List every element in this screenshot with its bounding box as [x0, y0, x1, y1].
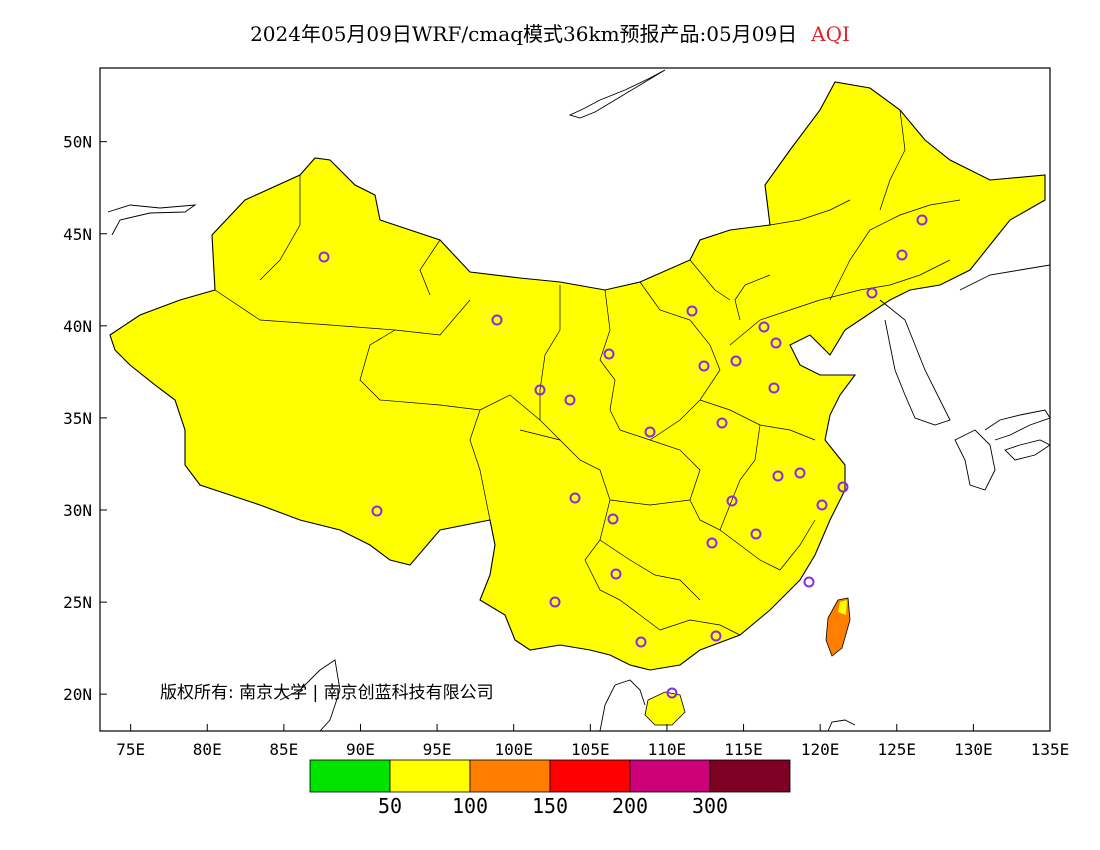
city-marker [666, 687, 678, 699]
city-marker [866, 287, 878, 299]
x-tick-label: 90E [346, 740, 375, 759]
city-marker [603, 348, 615, 360]
city-marker [706, 537, 718, 549]
y-tick-label: 20N [63, 685, 92, 704]
city-marker [686, 305, 698, 317]
legend-swatch [549, 759, 631, 793]
x-tick-label: 85E [269, 740, 298, 759]
copyright-text: 版权所有: 南京大学 | 南京创蓝科技有限公司 [160, 683, 494, 703]
aqi-contours [107, 69, 1050, 731]
legend-label: 300 [692, 794, 728, 818]
city-marker [534, 384, 546, 396]
x-tick-label: 100E [494, 740, 533, 759]
city-marker [491, 314, 503, 326]
y-tick-label: 50N [63, 133, 92, 152]
x-tick-label: 130E [954, 740, 993, 759]
city-marker [896, 249, 908, 261]
x-tick-label: 105E [571, 740, 610, 759]
x-tick-label: 75E [116, 740, 145, 759]
city-marker [607, 513, 619, 525]
y-tick-label: 40N [63, 317, 92, 336]
city-marker [730, 355, 742, 367]
x-tick-label: 125E [878, 740, 917, 759]
city-marker [564, 394, 576, 406]
taiwan-island-fill [838, 600, 847, 615]
city-marker [635, 636, 647, 648]
city-marker [803, 576, 815, 588]
city-marker [768, 382, 780, 394]
city-markers [318, 214, 928, 699]
legend-label: 100 [452, 794, 488, 818]
legend-label: 50 [378, 794, 402, 818]
map-title: 2024年05月09日WRF/cmaq模式36km预报产品:05月09日 AQI [0, 18, 1100, 47]
city-marker [772, 470, 784, 482]
legend-swatch [309, 759, 391, 793]
x-tick-label: 135E [1031, 740, 1070, 759]
y-tick-label: 45N [63, 225, 92, 244]
x-tick-label: 115E [724, 740, 763, 759]
legend-swatch [709, 759, 791, 793]
city-marker [770, 337, 782, 349]
city-marker [318, 251, 330, 263]
city-marker [569, 492, 581, 504]
city-marker [726, 495, 738, 507]
city-marker [549, 596, 561, 608]
x-axis: 75E 80E 85E 90E 95E 100E 105E 110E 115E 120E 125E 1… [116, 724, 1069, 759]
city-marker [644, 426, 656, 438]
city-marker [916, 214, 928, 226]
x-tick-label: 110E [648, 740, 687, 759]
legend-swatch [389, 759, 471, 793]
city-marker [610, 568, 622, 580]
title-variable: AQI [811, 22, 850, 46]
legend-label: 150 [532, 794, 568, 818]
legend-swatch [629, 759, 711, 793]
title-text: 2024年05月09日WRF/cmaq模式36km预报产品:05月09日 [250, 22, 798, 46]
legend-swatch [469, 759, 551, 793]
city-marker [794, 467, 806, 479]
province-boundaries [214, 109, 961, 636]
legend-label: 200 [612, 794, 648, 818]
x-tick-label: 120E [801, 740, 840, 759]
y-tick-label: 25N [63, 593, 92, 612]
aqi-legend: 50 100 150 200 300 [309, 759, 791, 818]
city-marker [816, 499, 828, 511]
city-marker [698, 360, 710, 372]
neighbour-coastlines [107, 69, 1050, 731]
city-marker [750, 528, 762, 540]
city-marker [716, 417, 728, 429]
city-marker [758, 321, 770, 333]
x-tick-label: 95E [423, 740, 452, 759]
y-axis: 20N 25N 30N 35N 40N 45N 50N [63, 133, 107, 704]
x-tick-label: 80E [193, 740, 222, 759]
y-tick-label: 35N [63, 409, 92, 428]
city-marker [837, 481, 849, 493]
map-frame [99, 67, 1051, 732]
y-tick-label: 30N [63, 501, 92, 520]
city-marker [710, 630, 722, 642]
city-marker [371, 505, 383, 517]
